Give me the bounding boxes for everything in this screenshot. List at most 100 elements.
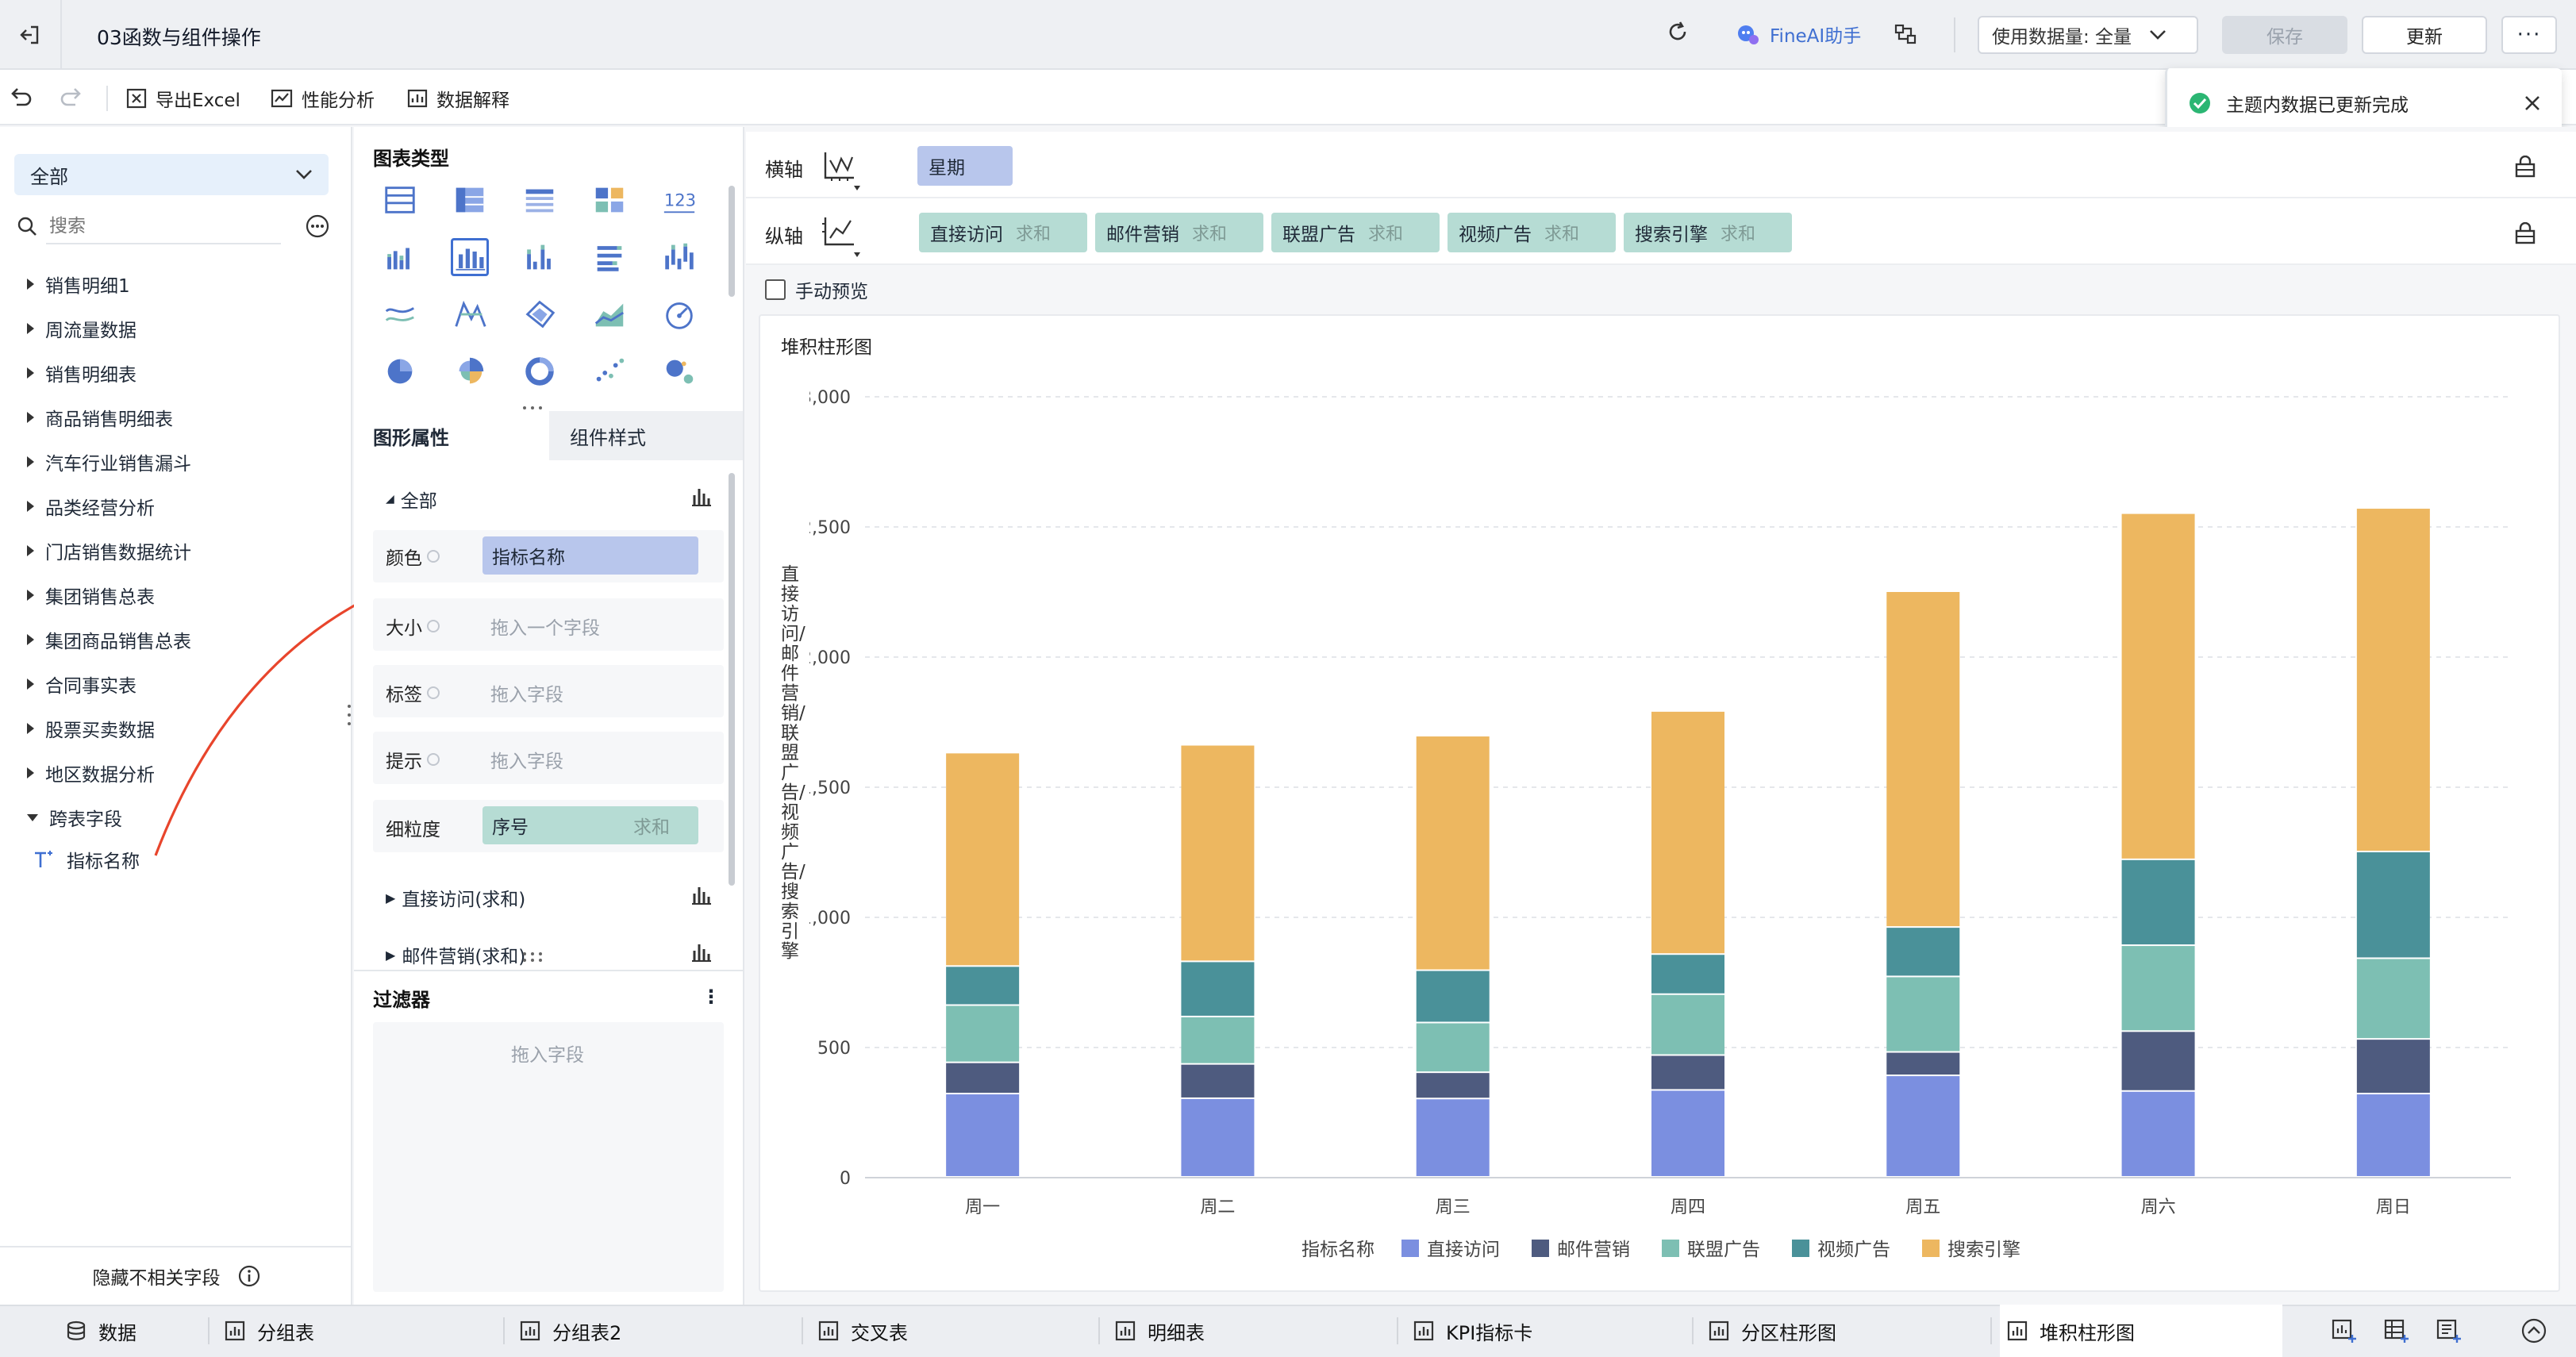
y-field-pill[interactable]: 视频广告 求和 [1448, 213, 1616, 252]
data-explain-button[interactable]: 数据解释 [406, 84, 509, 113]
add-component-icon[interactable] [2330, 1316, 2359, 1344]
add-text-icon[interactable] [2435, 1316, 2463, 1344]
bar-segment [1886, 928, 1960, 976]
ai-assistant-label: FineAI助手 [1770, 26, 1862, 47]
table-item[interactable]: 地区数据分析 [27, 757, 155, 789]
tab-data[interactable]: 数据 [59, 1305, 178, 1357]
ai-assistant-button[interactable]: FineAI助手 [1735, 21, 1861, 48]
gear-icon[interactable] [427, 620, 440, 632]
more-options-icon[interactable] [305, 213, 330, 239]
update-button[interactable]: 更新 [2362, 16, 2487, 54]
series-group-email[interactable]: ▶ 邮件营销(求和) [386, 941, 525, 968]
x-field-pill[interactable]: 星期 [917, 146, 1013, 186]
multi-bar-chart-icon[interactable] [521, 238, 559, 276]
gear-icon[interactable] [427, 550, 440, 563]
kpi-card-chart-icon[interactable] [590, 181, 629, 219]
checkbox[interactable] [765, 279, 786, 300]
refresh-button[interactable] [1665, 19, 1690, 44]
resize-handle[interactable] [521, 951, 544, 963]
y-axis-type-icon[interactable] [822, 214, 862, 260]
table-item[interactable]: 周流量数据 [27, 313, 136, 344]
bar-list-chart-icon[interactable] [590, 238, 629, 276]
bar-chart-icon[interactable] [690, 941, 713, 963]
table-item[interactable]: 集团商品销售总表 [27, 624, 191, 655]
y-field-pill[interactable]: 邮件营销 求和 [1095, 213, 1263, 252]
tab-component[interactable]: 明细表 [1108, 1305, 1390, 1357]
cross-field-item[interactable]: 指标名称 [32, 846, 140, 873]
data-usage-select[interactable]: 使用数据量: 全量 [1978, 16, 2198, 54]
polar-chart-icon[interactable] [521, 295, 559, 333]
gear-icon[interactable] [427, 686, 440, 699]
cross-table-chart-icon[interactable] [451, 181, 489, 219]
tab-component[interactable]: KPI指标卡 [1406, 1305, 1689, 1357]
table-item[interactable]: 集团销售总表 [27, 579, 155, 611]
lineage-button[interactable] [1894, 22, 1917, 46]
redo-button[interactable] [59, 86, 83, 108]
table-chart-icon[interactable] [381, 181, 419, 219]
table-item[interactable]: 销售明细1 [27, 268, 130, 300]
scrollbar[interactable] [729, 473, 735, 886]
area-chart-icon[interactable] [590, 295, 629, 333]
bar-chart-icon[interactable] [690, 486, 713, 508]
y-field-pill[interactable]: 搜索引擎 求和 [1624, 213, 1792, 252]
scope-select[interactable]: 全部 [14, 154, 329, 195]
tab-graph-props[interactable]: 图形属性 [354, 411, 549, 460]
table-item[interactable]: 股票买卖数据 [27, 713, 155, 744]
export-excel-button[interactable]: 导出Excel [125, 84, 240, 113]
lock-icon[interactable] [2514, 222, 2536, 244]
table-item[interactable]: 品类经营分析 [27, 490, 155, 522]
tab-component-style[interactable]: 组件样式 [549, 411, 743, 460]
x-axis-type-icon[interactable] [822, 149, 862, 194]
table-item[interactable]: 合同事实表 [27, 668, 136, 700]
color-field-pill[interactable]: 指标名称 [483, 536, 698, 575]
y-field-pill[interactable]: 直接访问 求和 [919, 213, 1087, 252]
manual-preview-checkbox[interactable]: 手动预览 [765, 276, 868, 303]
tab-component[interactable]: 分组表 [217, 1305, 500, 1357]
save-button[interactable]: 保存 [2222, 16, 2347, 54]
rose-chart-icon[interactable] [451, 352, 489, 390]
number-chart-icon[interactable]: 123 [660, 181, 698, 219]
gear-icon[interactable] [427, 753, 440, 766]
collapse-tabs-icon[interactable] [2520, 1317, 2547, 1344]
granularity-field-pill[interactable]: 序号 求和 [483, 806, 698, 844]
gauge-chart-icon[interactable] [660, 295, 698, 333]
undo-button[interactable] [10, 86, 33, 108]
perf-analysis-button[interactable]: 性能分析 [270, 84, 375, 113]
waterfall-chart-icon[interactable] [660, 238, 698, 276]
bar-chart-icon[interactable] [690, 884, 713, 906]
table-item[interactable]: 门店销售数据统计 [27, 535, 191, 567]
pie-chart-icon[interactable] [381, 352, 419, 390]
tab-component[interactable]: 交叉表 [811, 1305, 1094, 1357]
search-input[interactable] [49, 210, 279, 242]
filter-drop-zone[interactable] [373, 1022, 724, 1292]
tip-drop-zone[interactable]: 拖入字段 [490, 752, 563, 772]
all-series-group[interactable]: ◢ 全部 [386, 486, 437, 513]
lock-icon[interactable] [2514, 156, 2536, 178]
radar-line-chart-icon[interactable] [451, 295, 489, 333]
tab-component[interactable]: 堆积柱形图 [2000, 1305, 2282, 1357]
stacked-bar-chart-icon[interactable] [451, 238, 489, 276]
detail-table-chart-icon[interactable] [521, 181, 559, 219]
size-drop-zone[interactable]: 拖入一个字段 [490, 618, 600, 639]
filter-more-icon[interactable]: ⋮ [702, 986, 721, 1008]
tab-component[interactable]: 分区柱形图 [1701, 1305, 1984, 1357]
tab-component[interactable]: 分组表2 [513, 1305, 795, 1357]
ring-chart-icon[interactable] [521, 352, 559, 390]
table-item[interactable]: 汽车行业销售漏斗 [27, 446, 191, 478]
hide-irrelevant-toggle[interactable]: 隐藏不相关字段 [0, 1246, 352, 1305]
table-item[interactable]: 跨表字段 [27, 802, 122, 833]
exit-button[interactable] [0, 0, 62, 70]
y-field-pill[interactable]: 联盟广告 求和 [1271, 213, 1440, 252]
close-icon[interactable] [2524, 94, 2541, 112]
table-item[interactable]: 商品销售明细表 [27, 402, 173, 433]
grouped-bar-chart-icon[interactable] [381, 238, 419, 276]
tag-drop-zone[interactable]: 拖入字段 [490, 685, 563, 705]
table-item[interactable]: 销售明细表 [27, 357, 136, 389]
scatter-chart-icon[interactable] [590, 352, 629, 390]
series-group-direct[interactable]: ▶ 直接访问(求和) [386, 884, 525, 911]
more-button[interactable]: ··· [2501, 16, 2557, 54]
scrollbar[interactable] [729, 186, 735, 297]
bubble-chart-icon[interactable] [660, 352, 698, 390]
line-chart-icon[interactable] [381, 295, 419, 333]
add-table-icon[interactable] [2382, 1316, 2411, 1344]
